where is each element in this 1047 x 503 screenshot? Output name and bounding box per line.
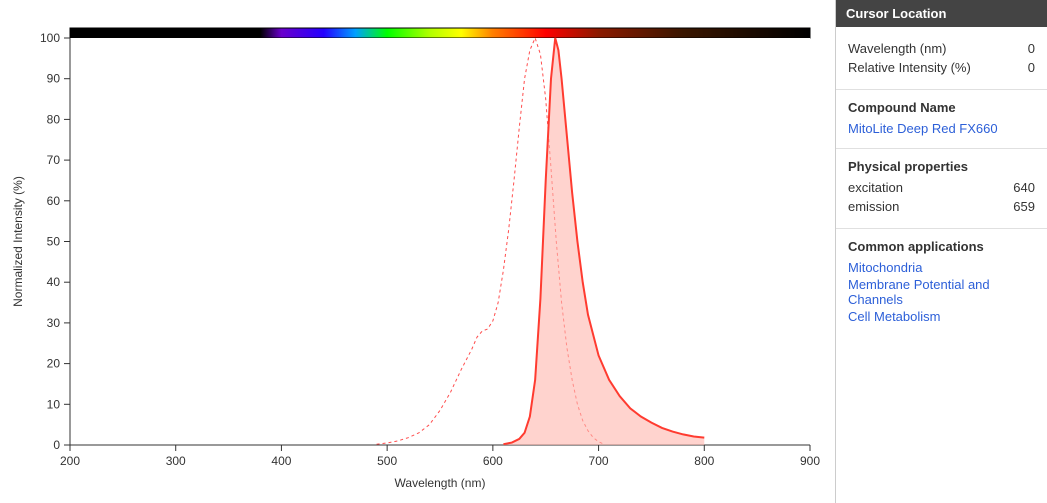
x-tick-label: 700 bbox=[589, 454, 609, 468]
y-tick-label: 40 bbox=[47, 275, 61, 289]
spectrum-chart[interactable]: 200 300 400 500 600 700 800 900 0 10 20 30 40 50 60 70 8… bbox=[0, 0, 835, 503]
intensity-value: 0 bbox=[1028, 60, 1035, 75]
x-tick-label: 300 bbox=[166, 454, 186, 468]
compound-title: Compound Name bbox=[848, 100, 1035, 115]
info-sidebar: Cursor Location Wavelength (nm) 0 Relati… bbox=[835, 0, 1047, 503]
application-link[interactable]: Membrane Potential and Channels bbox=[848, 277, 1035, 307]
y-tick-label: 50 bbox=[47, 235, 61, 249]
y-tick-label: 70 bbox=[47, 153, 61, 167]
x-axis-label: Wavelength (nm) bbox=[395, 476, 486, 490]
physical-title: Physical properties bbox=[848, 159, 1035, 174]
y-tick-label: 10 bbox=[47, 397, 61, 411]
intensity-label: Relative Intensity (%) bbox=[848, 60, 971, 75]
application-link[interactable]: Cell Metabolism bbox=[848, 309, 1035, 324]
emission-value: 659 bbox=[1013, 199, 1035, 214]
x-tick-label: 800 bbox=[694, 454, 714, 468]
y-tick-label: 80 bbox=[47, 112, 61, 126]
x-tick-label: 200 bbox=[60, 454, 80, 468]
application-link[interactable]: Mitochondria bbox=[848, 260, 1035, 275]
excitation-label: excitation bbox=[848, 180, 903, 195]
excitation-value: 640 bbox=[1013, 180, 1035, 195]
x-tick-label: 400 bbox=[271, 454, 291, 468]
y-tick-label: 100 bbox=[40, 31, 60, 45]
y-tick-label: 0 bbox=[53, 438, 60, 452]
y-tick-label: 20 bbox=[47, 357, 61, 371]
y-axis-label: Normalized Intensity (%) bbox=[11, 176, 25, 307]
wavelength-label: Wavelength (nm) bbox=[848, 41, 947, 56]
applications-title: Common applications bbox=[848, 239, 1035, 254]
x-tick-label: 900 bbox=[800, 454, 820, 468]
y-tick-label: 90 bbox=[47, 72, 61, 86]
x-tick-label: 500 bbox=[377, 454, 397, 468]
compound-link[interactable]: MitoLite Deep Red FX660 bbox=[848, 121, 1035, 136]
y-tick-label: 30 bbox=[47, 316, 61, 330]
compound-section: Compound Name MitoLite Deep Red FX660 bbox=[836, 90, 1047, 149]
emission-label: emission bbox=[848, 199, 899, 214]
sidebar-header: Cursor Location bbox=[836, 0, 1047, 27]
y-tick-label: 60 bbox=[47, 194, 61, 208]
physical-properties-section: Physical properties excitation 640 emiss… bbox=[836, 149, 1047, 229]
cursor-location-section: Wavelength (nm) 0 Relative Intensity (%)… bbox=[836, 27, 1047, 90]
x-tick-label: 600 bbox=[483, 454, 503, 468]
applications-section: Common applications Mitochondria Membrane… bbox=[836, 229, 1047, 336]
spectrum-bar bbox=[70, 28, 810, 38]
wavelength-value: 0 bbox=[1028, 41, 1035, 56]
